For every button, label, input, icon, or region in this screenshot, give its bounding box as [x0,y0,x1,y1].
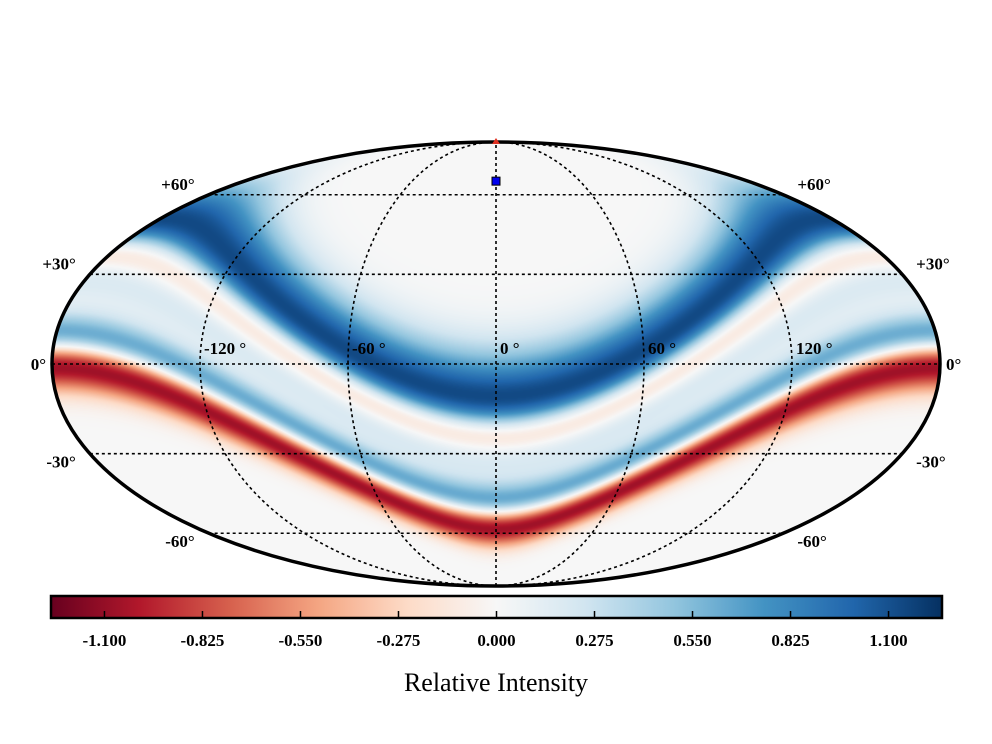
longitude-labels: -120 ° -60 ° 0 ° 60 ° 120 ° [204,339,833,358]
latitude-label-left: -60° [165,532,194,551]
colorbar-label: Relative Intensity [404,668,588,697]
longitude-label: 0 ° [500,339,520,358]
longitude-label: -120 ° [204,339,246,358]
north-pole-marker [492,138,500,144]
colorbar-ticks: -1.100 -0.825 -0.550 -0.275 0.000 0.275 0.550 0… [82,611,908,650]
source-marker [491,176,501,186]
latitude-label-left: -30° [46,453,75,472]
colorbar-tick-label: 0.825 [771,631,809,650]
latitude-label-right: +30° [916,254,950,273]
latitude-label-left: +60° [161,175,195,194]
latitude-label-right: -30° [916,453,945,472]
colorbar-tick-label: 0.000 [477,631,515,650]
colorbar-tick-label: 0.275 [575,631,613,650]
latitude-label-right: 0° [946,355,961,374]
longitude-label: 60 ° [648,339,676,358]
latitude-label-left: 0° [31,355,46,374]
longitude-label: 120 ° [796,339,833,358]
colorbar-tick-label: -0.550 [279,631,323,650]
latitude-labels: +60° +60° +30° +30° 0° 0° -30° -30° -60° -60° [31,175,962,551]
map-panel: -120 ° -60 ° 0 ° 60 ° 120 ° +60° +60° +30° +30°… [31,138,962,588]
graticule [52,142,940,586]
latitude-label-left: +30° [42,254,76,273]
latitude-label-right: +60° [797,175,831,194]
markers [491,138,501,186]
colorbar-tick-label: -0.825 [181,631,225,650]
colorbar-tick-label: 0.550 [673,631,711,650]
colorbar-tick-label: -0.275 [377,631,421,650]
latitude-label-right: -60° [797,532,826,551]
meridian-line [199,142,497,586]
longitude-label: -60 ° [352,339,386,358]
colorbar-tick-label: -1.100 [82,631,126,650]
colorbar-tick-label: 1.100 [869,631,907,650]
colorbar: -1.100 -0.825 -0.550 -0.275 0.000 0.275 0.550 0… [49,594,944,697]
